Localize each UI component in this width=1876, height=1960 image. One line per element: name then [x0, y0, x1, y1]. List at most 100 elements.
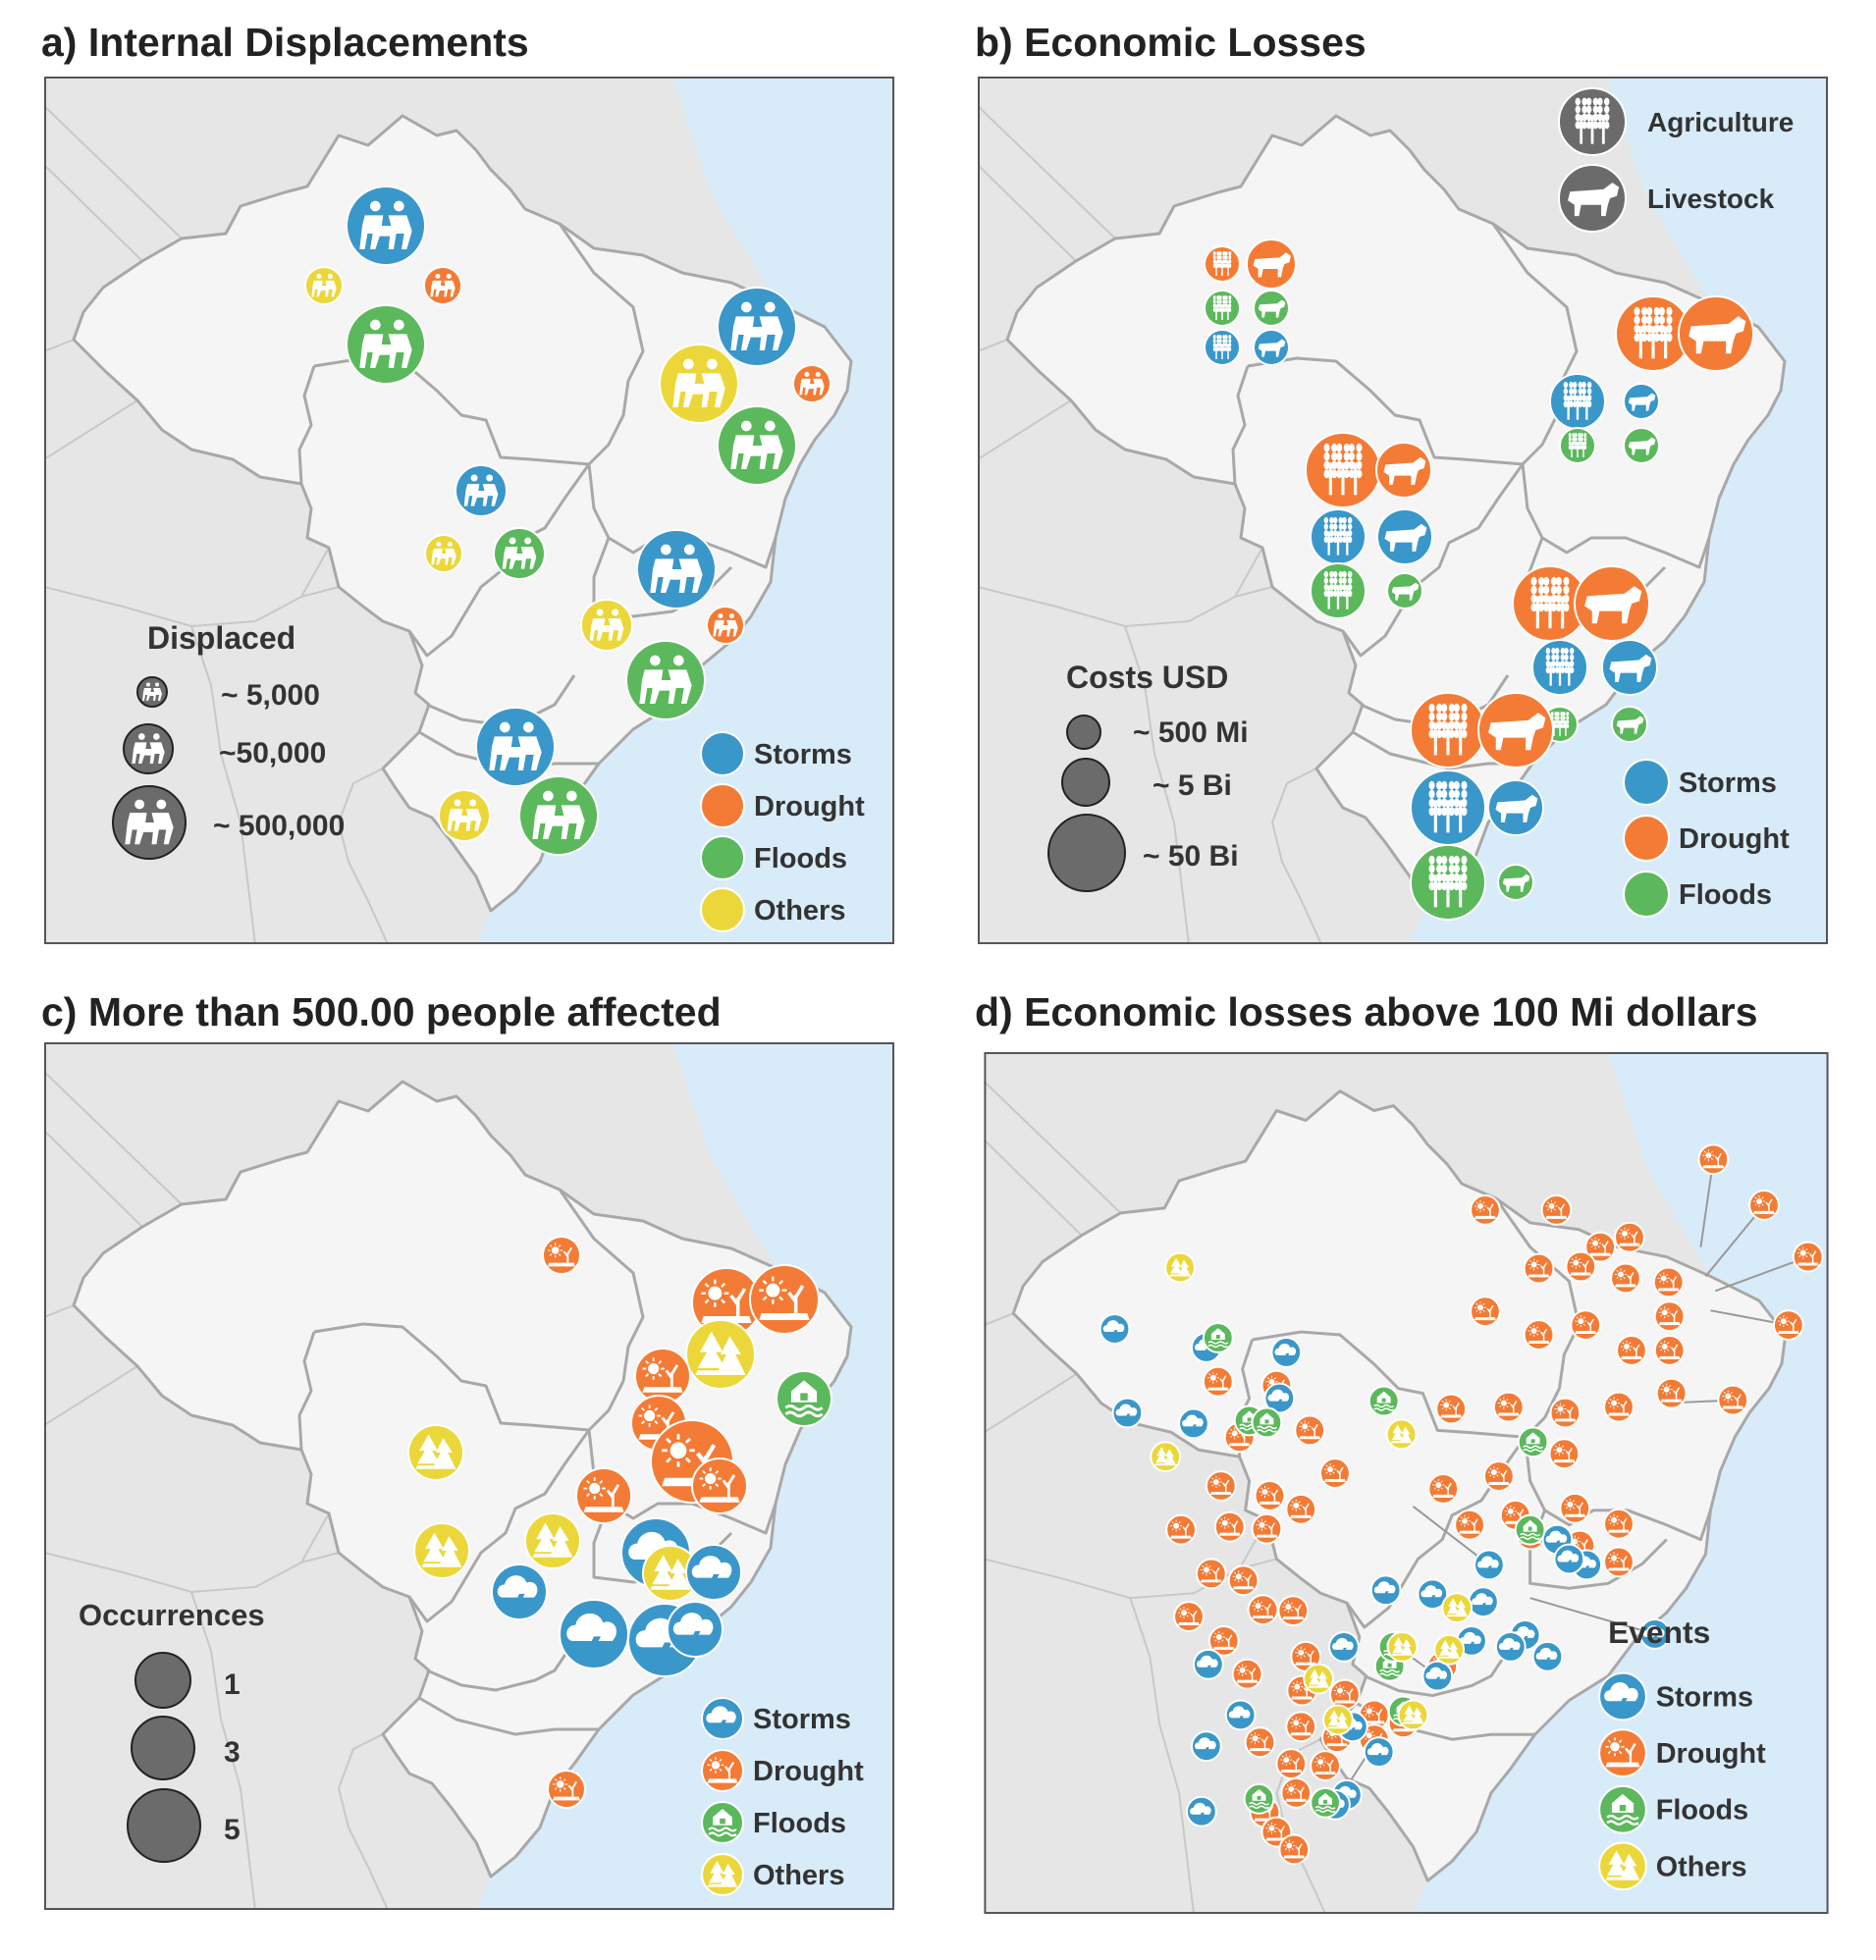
event-marker-others — [685, 1319, 756, 1390]
event-marker-drought — [1717, 1384, 1749, 1416]
panel-b-map: Agriculture Livestock Costs USD ~ 500 Mi ~ 5… — [978, 77, 1828, 944]
event-marker-drought — [1173, 1601, 1205, 1632]
event-marker-drought — [1165, 1513, 1197, 1546]
displacement-marker-storms — [455, 464, 508, 517]
livestock-loss-marker-floods — [1623, 427, 1660, 464]
panel-c-title: c) More than 500.00 people affected — [41, 989, 722, 1034]
legend-label-others: Others — [753, 1860, 844, 1891]
event-marker-storms — [685, 1544, 742, 1601]
agriculture-loss-marker-drought — [1410, 692, 1486, 768]
agriculture-loss-marker-floods — [1559, 427, 1596, 464]
legend-others — [701, 1853, 744, 1896]
livestock-loss-marker-storms — [1623, 383, 1660, 420]
event-marker-others — [524, 1512, 581, 1569]
event-marker-others — [1386, 1630, 1419, 1663]
agriculture-loss-marker-drought — [1204, 245, 1241, 283]
legend-storms — [1598, 1671, 1647, 1722]
legend-drought — [701, 1749, 744, 1792]
event-marker-drought — [1251, 1512, 1283, 1545]
event-marker-storms — [1417, 1578, 1449, 1611]
event-marker-drought — [1254, 1480, 1286, 1511]
displacement-marker-others — [580, 599, 633, 652]
event-marker-storms — [1263, 1382, 1296, 1414]
displacement-marker-drought — [706, 606, 745, 645]
legend-others — [1598, 1841, 1647, 1891]
legend-storms — [1623, 759, 1670, 806]
event-marker-storms — [1494, 1630, 1527, 1663]
legend-drought — [700, 783, 745, 828]
event-marker-others — [407, 1424, 464, 1481]
agriculture-loss-marker-storms — [1549, 373, 1606, 430]
displacement-marker-floods — [346, 304, 426, 385]
livestock-loss-marker-floods — [1611, 706, 1648, 743]
event-marker-drought — [1205, 1470, 1237, 1502]
event-marker-drought — [1748, 1190, 1780, 1221]
event-marker-others — [1150, 1441, 1182, 1473]
livestock-loss-marker-floods — [1253, 290, 1290, 327]
legend-size-title: Displaced — [147, 620, 295, 656]
panel-a-map: Displaced ~ 5,000 ~50,000 ~ 500,000 Storms Dr… — [44, 77, 894, 944]
event-marker-storms — [1531, 1640, 1564, 1672]
livestock-loss-marker-drought — [1246, 238, 1297, 290]
legend-label-drought: Drought — [1679, 823, 1790, 855]
legend-label-drought: Drought — [754, 791, 865, 822]
legend-label-floods: Floods — [1679, 879, 1772, 911]
event-marker-others — [642, 1545, 699, 1602]
event-marker-drought — [749, 1264, 820, 1335]
panel-a-title: a) Internal Displacements — [41, 20, 529, 65]
event-marker-drought — [1227, 1564, 1260, 1597]
legend-size-label: 3 — [224, 1736, 241, 1769]
legend-label-storms: Storms — [1679, 768, 1777, 799]
legend-label-others: Others — [754, 895, 845, 927]
event-marker-drought — [1213, 1510, 1246, 1543]
legend-storms — [700, 731, 745, 776]
legend-size-label: ~ 50 Bi — [1143, 840, 1239, 873]
event-marker-drought — [1470, 1194, 1501, 1226]
event-marker-drought — [1772, 1309, 1804, 1341]
event-marker-drought — [1329, 1678, 1361, 1711]
event-marker-drought — [1207, 1625, 1240, 1657]
legend-title: Events — [1608, 1615, 1710, 1650]
event-marker-drought — [1482, 1460, 1515, 1492]
event-marker-storms — [1111, 1397, 1144, 1429]
legend-size-label: ~50,000 — [219, 737, 326, 769]
agriculture-loss-marker-storms — [1310, 508, 1367, 565]
displacement-marker-floods — [717, 405, 797, 486]
event-marker-storms — [1363, 1736, 1395, 1769]
event-marker-others — [1433, 1633, 1466, 1666]
displacement-marker-drought — [423, 266, 462, 305]
legend-size-2 — [131, 1716, 195, 1780]
event-marker-storms — [1191, 1730, 1222, 1763]
event-marker-others — [1397, 1699, 1429, 1731]
displacement-marker-storms — [717, 287, 797, 367]
event-marker-drought — [1278, 1833, 1311, 1866]
event-marker-drought — [1244, 1726, 1276, 1759]
event-marker-others — [413, 1522, 470, 1579]
event-marker-drought — [1195, 1558, 1227, 1590]
agriculture-loss-marker-drought — [1512, 565, 1588, 642]
event-marker-others — [1164, 1251, 1196, 1284]
event-marker-drought — [691, 1267, 762, 1338]
event-marker-drought — [1603, 1391, 1635, 1423]
legend-storms — [701, 1697, 744, 1740]
event-marker-drought — [1548, 1438, 1581, 1470]
event-marker-drought — [542, 1236, 581, 1275]
event-marker-drought — [1610, 1262, 1641, 1295]
livestock-loss-marker-floods — [1386, 572, 1423, 609]
event-marker-drought — [691, 1457, 748, 1514]
event-marker-drought — [1285, 1711, 1317, 1743]
event-marker-drought — [1280, 1776, 1313, 1809]
event-marker-drought — [1294, 1414, 1326, 1447]
event-marker-drought — [1565, 1250, 1597, 1283]
legend-size-title: Costs USD — [1066, 660, 1228, 695]
event-marker-drought — [1523, 1319, 1555, 1351]
event-marker-storms — [1270, 1337, 1303, 1368]
event-marker-drought — [1277, 1595, 1310, 1627]
displacement-marker-storms — [636, 529, 717, 609]
legend-agriculture-label: Agriculture — [1647, 107, 1794, 137]
agriculture-loss-marker-drought — [1305, 432, 1381, 508]
legend-floods — [1598, 1784, 1647, 1834]
legend-size-label: ~ 5 Bi — [1152, 769, 1232, 802]
legend-floods — [700, 835, 745, 880]
panel-d-map: Events Storms Drought Floods Others — [983, 1052, 1829, 1914]
